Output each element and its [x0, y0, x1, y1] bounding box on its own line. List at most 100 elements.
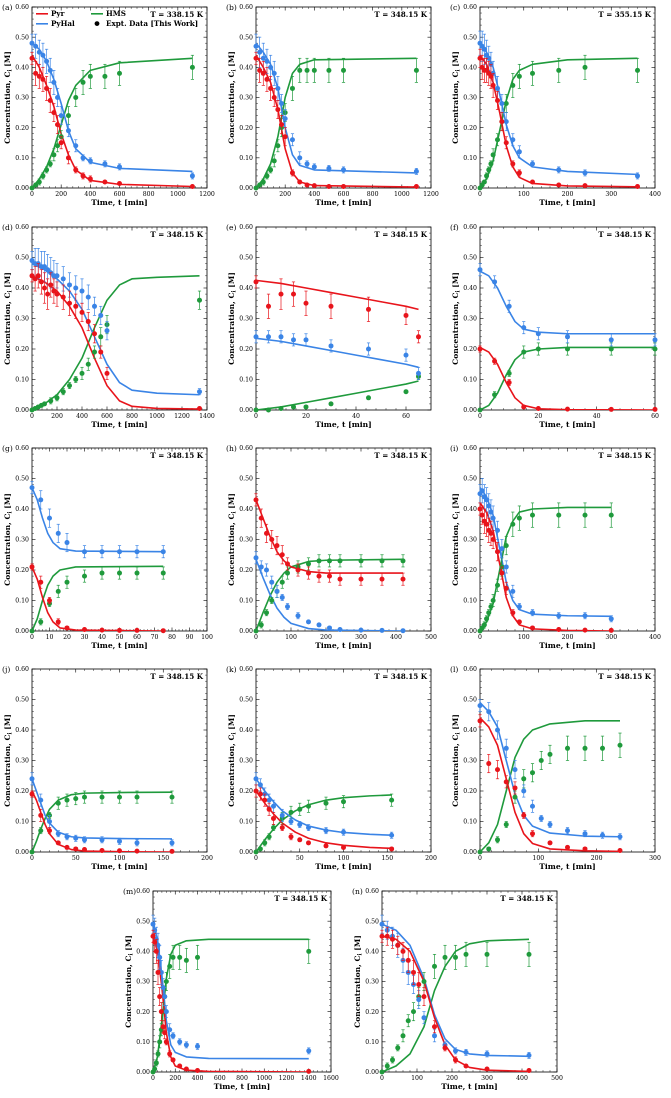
data-point-pyr	[526, 1067, 532, 1073]
data-point-pyhal	[291, 337, 296, 343]
data-point-pyhal	[479, 488, 485, 494]
data-point-pyr	[195, 1067, 200, 1073]
y-axis-label: Concentration, Ci [M]	[451, 493, 462, 586]
data-point-pyr	[400, 948, 406, 954]
y-axis-label-unit: [M]	[3, 272, 12, 290]
data-point-hms	[556, 67, 562, 73]
data-point-hms	[73, 796, 79, 802]
data-point-pyhal	[538, 815, 544, 821]
data-point-hms	[379, 558, 385, 564]
panel-f: 0.00 0.10 0.20 0.30 0.40 0.50 0.60 0 20 40 60 Time,…	[450, 223, 659, 429]
y-tick-label: 0.40	[463, 65, 477, 72]
y-tick-label: 0.60	[239, 4, 253, 11]
x-tick-label: 400	[516, 1075, 528, 1082]
data-point-pyr	[395, 942, 401, 948]
model-curves	[480, 701, 621, 852]
data-point-hms	[167, 963, 173, 969]
data-point-hms	[341, 67, 346, 73]
data-point-pyr	[379, 933, 385, 939]
data-point-pyhal	[197, 389, 202, 395]
data-point-pyr	[304, 182, 310, 188]
data-point-hms	[304, 67, 310, 73]
data-point-pyhal	[608, 337, 614, 343]
data-point-pyhal	[484, 497, 490, 503]
y-tick-label: 0.10	[15, 598, 29, 605]
y-tick-label: 0.30	[136, 979, 150, 986]
temperature-label: T = 348.15 K	[274, 894, 327, 903]
y-tick-label: 0.50	[239, 255, 253, 262]
data-point-hms	[582, 64, 588, 70]
data-point-hms	[268, 167, 274, 173]
data-point-pyhal	[499, 101, 505, 107]
data-point-pyhal	[413, 168, 419, 174]
x-tick-label: 200	[320, 634, 332, 641]
data-point-pyhal	[152, 927, 158, 933]
y-axis-label-subscript: i	[232, 511, 238, 513]
data-point-pyhal	[87, 158, 93, 164]
x-axis-label: Time, t [min]	[91, 862, 147, 871]
data-point-hms	[153, 1060, 159, 1066]
data-point-pyr	[341, 183, 346, 189]
data-point-pyr	[530, 179, 535, 185]
data-point-pyr	[47, 98, 53, 104]
y-tick-label: 0.20	[239, 346, 253, 353]
data-point-pyhal	[253, 776, 259, 782]
x-tick-label: 1000	[256, 1075, 272, 1082]
data-point-pyhal	[297, 155, 303, 161]
model-curve-pyr	[32, 566, 164, 631]
data-point-hms	[453, 954, 458, 960]
data-point-hms	[403, 389, 409, 395]
x-tick-label: 40	[98, 634, 106, 641]
model-curves	[153, 923, 309, 1072]
data-point-pyhal	[510, 588, 516, 594]
data-point-pyr	[289, 170, 295, 176]
data-point-hms	[64, 579, 70, 585]
data-point-pyr	[510, 161, 516, 167]
data-point-pyhal	[47, 67, 53, 73]
data-point-pyhal	[516, 604, 522, 610]
data-point-hms	[258, 622, 264, 628]
data-point-hms	[484, 616, 490, 622]
data-point-hms	[40, 173, 46, 179]
data-point-pyr	[477, 346, 483, 352]
temperature-label: T = 348.15 K	[374, 10, 427, 19]
x-tick-label: 200	[55, 191, 67, 198]
y-axis-label: Concentration, Ci [M]	[227, 714, 238, 807]
data-point-pyhal	[82, 837, 87, 843]
data-point-pyhal	[306, 619, 311, 625]
data-point-pyhal	[608, 616, 614, 622]
data-point-hms	[257, 846, 263, 852]
y-tick-label: 0.50	[463, 476, 477, 483]
y-tick-label: 0.50	[136, 918, 150, 925]
data-point-hms	[85, 361, 91, 367]
data-point-pyhal	[45, 267, 51, 273]
legend-label-pyr: Pyr	[51, 9, 65, 18]
x-tick-label: 20	[302, 413, 310, 420]
y-tick-label: 0.10	[15, 819, 29, 826]
data-point-pyr	[197, 405, 202, 411]
panel-k: 0.00 0.10 0.20 0.30 0.40 0.50 0.60 0 50 100 150 200…	[226, 665, 437, 871]
x-tick-label: 0	[30, 413, 34, 420]
x-tick-label: 200	[279, 191, 291, 198]
data-point-pyhal	[258, 564, 264, 570]
data-point-hms	[535, 346, 541, 352]
data-point-pyhal	[79, 288, 85, 294]
data-point-pyr	[390, 936, 395, 942]
data-point-pyhal	[58, 113, 64, 119]
y-axis-label: Concentration, Ci [M]	[227, 51, 238, 144]
data-point-pyr	[608, 627, 614, 633]
data-point-pyr	[266, 806, 272, 812]
y-tick-label: 0.40	[463, 727, 477, 734]
y-tick-label: 0.50	[365, 918, 379, 925]
data-point-hms	[608, 346, 614, 352]
data-point-hms	[306, 948, 312, 954]
data-point-pyhal	[163, 1009, 169, 1015]
x-tick-label: 400	[84, 191, 96, 198]
data-point-pyhal	[44, 58, 50, 64]
data-point-hms	[328, 401, 334, 407]
y-tick-label: 0.10	[15, 377, 29, 384]
legend-label-hms: HMS	[106, 9, 126, 18]
data-point-pyr	[40, 76, 46, 82]
y-axis-label-unit: [M]	[451, 714, 460, 732]
data-point-pyr	[535, 405, 541, 411]
